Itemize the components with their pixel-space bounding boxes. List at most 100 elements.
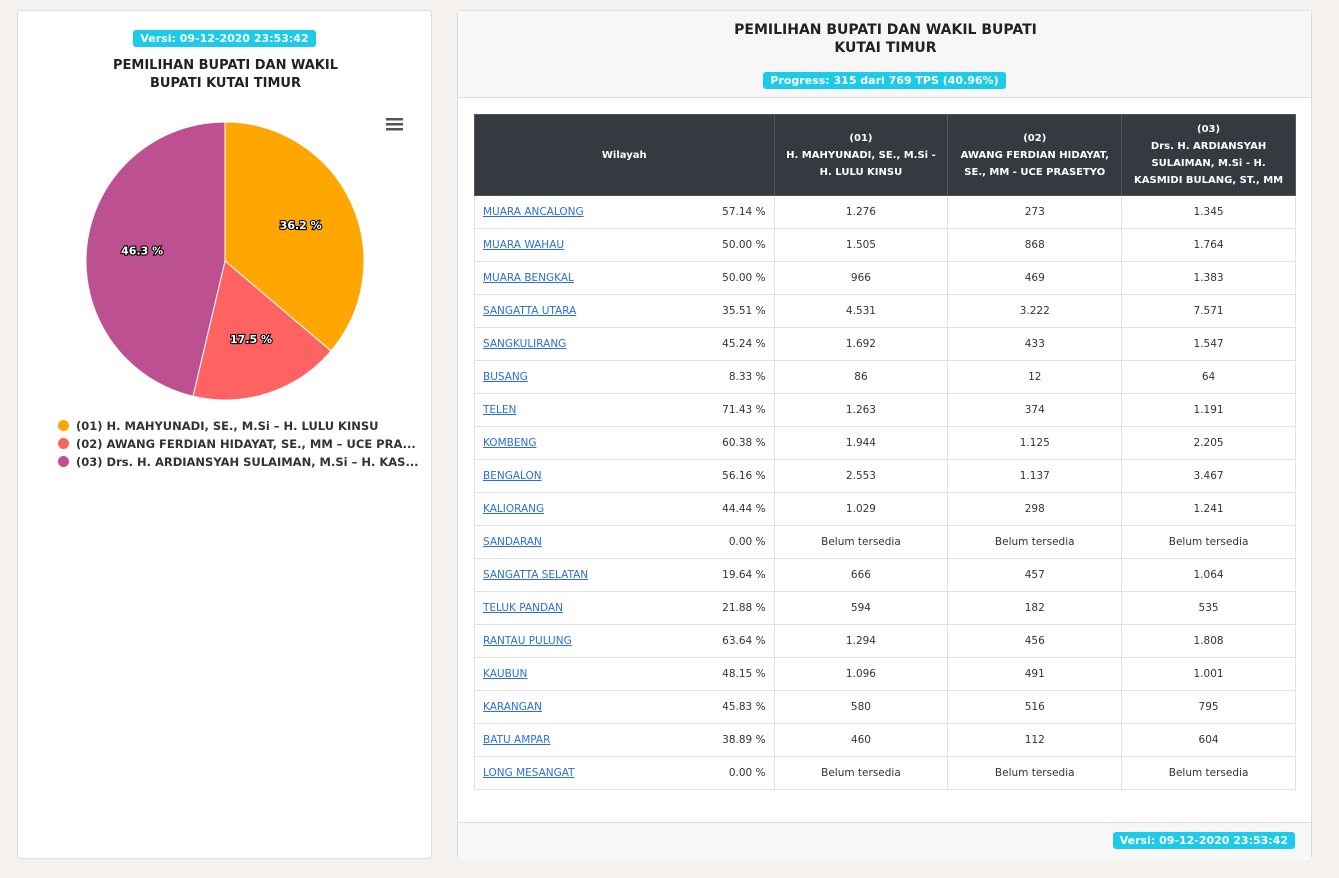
vote-cell: 1.125 xyxy=(947,426,1123,460)
region-link[interactable]: SANGATTA SELATAN xyxy=(483,569,589,581)
region-cell: KAUBUN 48.15 % xyxy=(474,657,775,691)
slice-label: 36.2 % xyxy=(280,219,322,232)
column-header: (03) Drs. H. ARDIANSYAH SULAIMAN, M.Si - … xyxy=(1121,114,1296,196)
region-cell: LONG MESANGAT 0.00 % xyxy=(474,756,775,790)
region-cell: SANGATTA UTARA 35.51 % xyxy=(474,294,775,328)
vote-cell: 1.764 xyxy=(1121,228,1296,262)
legend-entry[interactable]: (02) AWANG FERDIAN HIDAYAT, SE., MM – UC… xyxy=(58,437,416,451)
legend-swatch xyxy=(58,456,69,467)
table-row: KOMBENG 60.38 % 1.944 1.125 2.205 xyxy=(474,426,1296,460)
region-link[interactable]: MUARA BENGKAL xyxy=(483,272,574,284)
legend-label: (03) Drs. H. ARDIANSYAH SULAIMAN, M.Si –… xyxy=(76,455,419,469)
region-link[interactable]: SANGKULIRANG xyxy=(483,338,567,350)
region-link[interactable]: KALIORANG xyxy=(483,503,545,515)
vote-cell: Belum tersedia xyxy=(1121,525,1296,559)
vote-cell: 868 xyxy=(947,228,1123,262)
vote-cell: 491 xyxy=(947,657,1123,691)
vote-cell: 535 xyxy=(1121,591,1296,625)
vote-cell: 966 xyxy=(773,261,949,295)
table-row: BUSANG 8.33 % 86 12 64 xyxy=(474,360,1296,394)
region-link[interactable]: KOMBENG xyxy=(483,437,537,449)
region-link[interactable]: SANDARAN xyxy=(483,536,542,548)
column-header: (01) H. MAHYUNADI, SE., M.Si - H. LULU KI… xyxy=(773,114,949,196)
vote-cell: 1.029 xyxy=(773,492,949,526)
region-cell: SANGKULIRANG 45.24 % xyxy=(474,327,775,361)
table-row: MUARA ANCALONG 57.14 % 1.276 273 1.345 xyxy=(474,195,1296,229)
progress-percent: 19.64 % xyxy=(722,569,766,581)
legend-label: (02) AWANG FERDIAN HIDAYAT, SE., MM – UC… xyxy=(76,437,416,451)
progress-percent: 38.89 % xyxy=(722,734,766,746)
candidate-name: H. MAHYUNADI, SE., M.Si - H. LULU KINSU xyxy=(786,149,936,178)
table-row: BATU AMPAR 38.89 % 460 112 604 xyxy=(474,723,1296,757)
column-header: (02) AWANG FERDIAN HIDAYAT, SE., MM - UCE… xyxy=(947,114,1123,196)
vote-cell: 298 xyxy=(947,492,1123,526)
vote-cell: 3.222 xyxy=(947,294,1123,328)
region-link[interactable]: BUSANG xyxy=(483,371,528,383)
vote-cell: 12 xyxy=(947,360,1123,394)
vote-cell: 795 xyxy=(1121,690,1296,724)
version-badge: Versi: 09-12-2020 23:53:42 xyxy=(1112,832,1295,849)
vote-cell: 580 xyxy=(773,690,949,724)
region-link[interactable]: BENGALON xyxy=(483,470,542,482)
vote-cell: 433 xyxy=(947,327,1123,361)
legend-entry[interactable]: (03) Drs. H. ARDIANSYAH SULAIMAN, M.Si –… xyxy=(58,455,419,469)
table-row: RANTAU PULUNG 63.64 % 1.294 456 1.808 xyxy=(474,624,1296,658)
vote-cell: 112 xyxy=(947,723,1123,757)
region-cell: MUARA BENGKAL 50.00 % xyxy=(474,261,775,295)
region-cell: SANGATTA SELATAN 19.64 % xyxy=(474,558,775,592)
vote-cell: Belum tersedia xyxy=(773,756,949,790)
progress-percent: 60.38 % xyxy=(722,437,766,449)
vote-cell: 2.205 xyxy=(1121,426,1296,460)
vote-cell: 1.547 xyxy=(1121,327,1296,361)
vote-cell: 469 xyxy=(947,261,1123,295)
vote-cell: Belum tersedia xyxy=(947,756,1123,790)
region-link[interactable]: MUARA WAHAU xyxy=(483,239,565,251)
vote-cell: 460 xyxy=(773,723,949,757)
table-row: SANGATTA UTARA 35.51 % 4.531 3.222 7.571 xyxy=(474,294,1296,328)
progress-badge: Progress: 315 dari 769 TPS (40.96%) xyxy=(763,72,1006,89)
menu-icon[interactable] xyxy=(386,118,403,131)
chart: 36.2 % 17.5 % 46.3 % xyxy=(85,118,403,401)
vote-cell: 374 xyxy=(947,393,1123,427)
vote-cell: 1.692 xyxy=(773,327,949,361)
candidate-name: Drs. H. ARDIANSYAH SULAIMAN, M.Si - H. K… xyxy=(1134,141,1284,186)
region-link[interactable]: BATU AMPAR xyxy=(483,734,551,746)
table-card: PEMILIHAN BUPATI DAN WAKIL BUPATI KUTAI … xyxy=(457,10,1312,860)
vote-cell: Belum tersedia xyxy=(773,525,949,559)
table-row: BENGALON 56.16 % 2.553 1.137 3.467 xyxy=(474,459,1296,493)
progress-percent: 71.43 % xyxy=(722,404,766,416)
progress-percent: 35.51 % xyxy=(722,305,766,317)
panel-title: PEMILIHAN BUPATI DAN WAKIL BUPATI KUTAI … xyxy=(734,22,1037,56)
region-cell: KALIORANG 44.44 % xyxy=(474,492,775,526)
region-link[interactable]: TELEN xyxy=(483,404,517,416)
results-table: Wilayah (01) H. MAHYUNADI, SE., M.Si - H. … xyxy=(474,114,1296,790)
candidate-number: (02) xyxy=(1023,132,1047,144)
card-header: PEMILIHAN BUPATI DAN WAKIL BUPATI KUTAI … xyxy=(458,11,1311,98)
region-link[interactable]: KAUBUN xyxy=(483,668,528,680)
vote-cell: 456 xyxy=(947,624,1123,658)
vote-cell: 1.241 xyxy=(1121,492,1296,526)
region-link[interactable]: LONG MESANGAT xyxy=(483,767,575,779)
region-cell: KARANGAN 45.83 % xyxy=(474,690,775,724)
vote-cell: 1.137 xyxy=(947,459,1123,493)
region-cell: SANDARAN 0.00 % xyxy=(474,525,775,559)
legend-entry[interactable]: (01) H. MAHYUNADI, SE., M.Si – H. LULU K… xyxy=(58,419,379,433)
region-link[interactable]: MUARA ANCALONG xyxy=(483,206,584,218)
progress-percent: 0.00 % xyxy=(728,536,766,548)
vote-cell: 1.345 xyxy=(1121,195,1296,229)
vote-cell: 1.808 xyxy=(1121,624,1296,658)
region-link[interactable]: KARANGAN xyxy=(483,701,542,713)
region-link[interactable]: SANGATTA UTARA xyxy=(483,305,577,317)
progress-percent: 0.00 % xyxy=(728,767,766,779)
progress-percent: 50.00 % xyxy=(722,239,766,251)
region-cell: BUSANG 8.33 % xyxy=(474,360,775,394)
region-link[interactable]: RANTAU PULUNG xyxy=(483,635,572,647)
region-cell: KOMBENG 60.38 % xyxy=(474,426,775,460)
table-row: MUARA BENGKAL 50.00 % 966 469 1.383 xyxy=(474,261,1296,295)
region-link[interactable]: TELUK PANDAN xyxy=(483,602,563,614)
vote-cell: 86 xyxy=(773,360,949,394)
table-row: TELUK PANDAN 21.88 % 594 182 535 xyxy=(474,591,1296,625)
progress-percent: 45.83 % xyxy=(722,701,766,713)
vote-cell: 1.294 xyxy=(773,624,949,658)
